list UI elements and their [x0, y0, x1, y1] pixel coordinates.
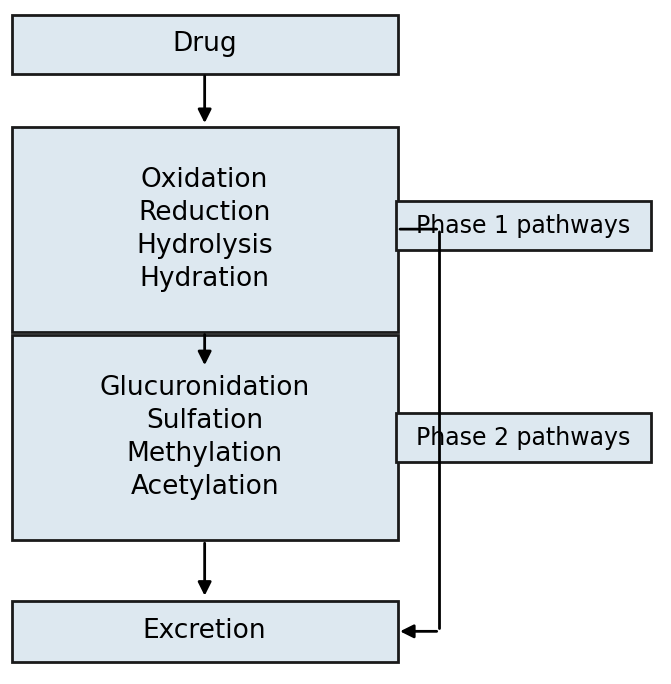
FancyBboxPatch shape — [12, 335, 397, 540]
FancyBboxPatch shape — [396, 413, 651, 462]
Text: Excretion: Excretion — [143, 618, 266, 644]
Text: Oxidation
Reduction
Hydrolysis
Hydration: Oxidation Reduction Hydrolysis Hydration — [136, 167, 273, 291]
Text: Phase 2 pathways: Phase 2 pathways — [416, 425, 631, 450]
FancyBboxPatch shape — [12, 16, 397, 74]
FancyBboxPatch shape — [12, 601, 397, 662]
FancyBboxPatch shape — [12, 127, 397, 332]
Text: Phase 1 pathways: Phase 1 pathways — [416, 213, 631, 238]
Text: Glucuronidation
Sulfation
Methylation
Acetylation: Glucuronidation Sulfation Methylation Ac… — [99, 376, 310, 500]
Text: Drug: Drug — [172, 31, 237, 57]
FancyBboxPatch shape — [396, 201, 651, 250]
